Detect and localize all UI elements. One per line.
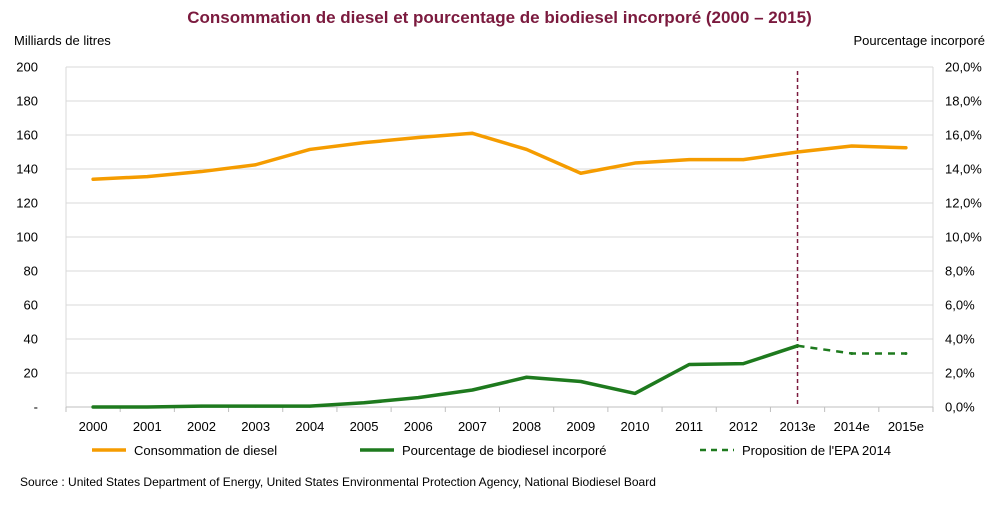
data-point xyxy=(145,405,149,409)
x-tick-label: 2010 xyxy=(621,419,650,434)
data-point xyxy=(362,141,366,145)
y-right-tick-label: 2,0% xyxy=(945,366,975,381)
x-tick-label: 2005 xyxy=(350,419,379,434)
data-point xyxy=(850,144,854,148)
y-right-tick-label: 6,0% xyxy=(945,298,975,313)
data-point xyxy=(199,170,203,174)
data-point xyxy=(254,163,258,167)
data-point xyxy=(362,401,366,405)
x-tick-label: 2003 xyxy=(241,419,270,434)
y-left-tick-label: 100 xyxy=(16,230,38,245)
source-note: Source : United States Department of Ene… xyxy=(20,475,656,489)
data-point xyxy=(145,175,149,179)
data-point xyxy=(579,380,583,383)
data-point xyxy=(796,150,800,154)
y-left-tick-label: 120 xyxy=(16,196,38,211)
data-point xyxy=(91,405,95,409)
data-point xyxy=(741,362,745,366)
x-tick-label: 2013e xyxy=(779,419,815,434)
y-left-tick-label: 160 xyxy=(16,128,38,143)
data-point xyxy=(904,351,908,355)
chart-title: Consommation de diesel et pourcentage de… xyxy=(187,8,812,27)
y-left-tick-label: - xyxy=(34,400,38,415)
legend-label: Consommation de diesel xyxy=(134,443,277,458)
y-left-tick-label: 180 xyxy=(16,94,38,109)
legend-label: Pourcentage de biodiesel incorporé xyxy=(402,443,607,458)
data-point xyxy=(525,147,529,151)
data-point xyxy=(254,404,258,408)
x-tick-label: 2015e xyxy=(888,419,924,434)
data-point xyxy=(308,404,312,408)
x-tick-label: 2006 xyxy=(404,419,433,434)
y-left-tick-label: 20 xyxy=(24,366,38,381)
data-point xyxy=(796,344,800,348)
y-right-tick-label: 18,0% xyxy=(945,94,982,109)
data-point xyxy=(850,351,854,355)
y-left-tick-label: 200 xyxy=(16,60,38,75)
y-right-tick-label: 4,0% xyxy=(945,332,975,347)
y-left-tick-label: 40 xyxy=(24,332,38,347)
y-right-tick-label: 20,0% xyxy=(945,60,982,75)
data-point xyxy=(416,396,420,400)
y-right-tick-label: 8,0% xyxy=(945,264,975,279)
data-point xyxy=(579,171,583,175)
x-tick-label: 2004 xyxy=(295,419,324,434)
y-right-axis-title: Pourcentage incorporé xyxy=(853,33,985,48)
data-point xyxy=(741,158,745,162)
y-right-tick-label: 10,0% xyxy=(945,230,982,245)
x-tick-label: 2009 xyxy=(566,419,595,434)
legend-label: Proposition de l'EPA 2014 xyxy=(742,443,891,458)
y-right-tick-label: 16,0% xyxy=(945,128,982,143)
x-tick-label: 2007 xyxy=(458,419,487,434)
y-left-axis-title: Milliards de litres xyxy=(14,33,111,48)
x-tick-label: 2008 xyxy=(512,419,541,434)
y-right-tick-label: 14,0% xyxy=(945,162,982,177)
data-point xyxy=(687,158,691,162)
data-point xyxy=(687,363,691,366)
data-point xyxy=(633,391,637,395)
x-tick-label: 2014e xyxy=(834,419,870,434)
data-point xyxy=(633,161,637,165)
data-point xyxy=(470,388,474,392)
y-right-tick-label: 12,0% xyxy=(945,196,982,211)
series-line xyxy=(91,131,908,181)
data-point xyxy=(470,131,474,135)
x-tick-label: 2012 xyxy=(729,419,758,434)
x-tick-label: 2001 xyxy=(133,419,162,434)
x-tick-label: 2002 xyxy=(187,419,216,434)
y-right-tick-label: 0,0% xyxy=(945,400,975,415)
data-point xyxy=(91,177,95,181)
y-left-tick-label: 60 xyxy=(24,298,38,313)
data-point xyxy=(416,136,420,140)
series-line xyxy=(91,344,800,409)
x-tick-label: 2011 xyxy=(675,419,703,434)
data-point xyxy=(904,146,908,150)
data-point xyxy=(199,404,203,408)
y-left-tick-label: 140 xyxy=(16,162,38,177)
y-left-tick-label: 80 xyxy=(24,264,38,279)
x-tick-label: 2000 xyxy=(79,419,108,434)
data-point xyxy=(308,147,312,151)
data-point xyxy=(525,375,529,379)
